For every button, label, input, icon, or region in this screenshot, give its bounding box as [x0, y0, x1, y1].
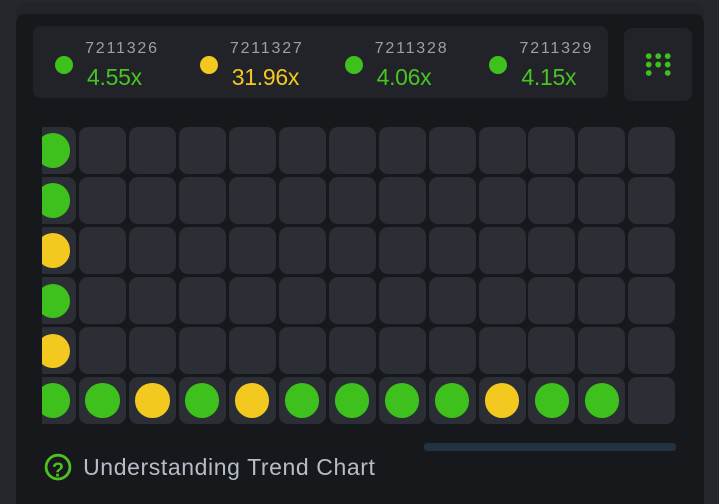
- svg-text:?: ?: [52, 459, 64, 481]
